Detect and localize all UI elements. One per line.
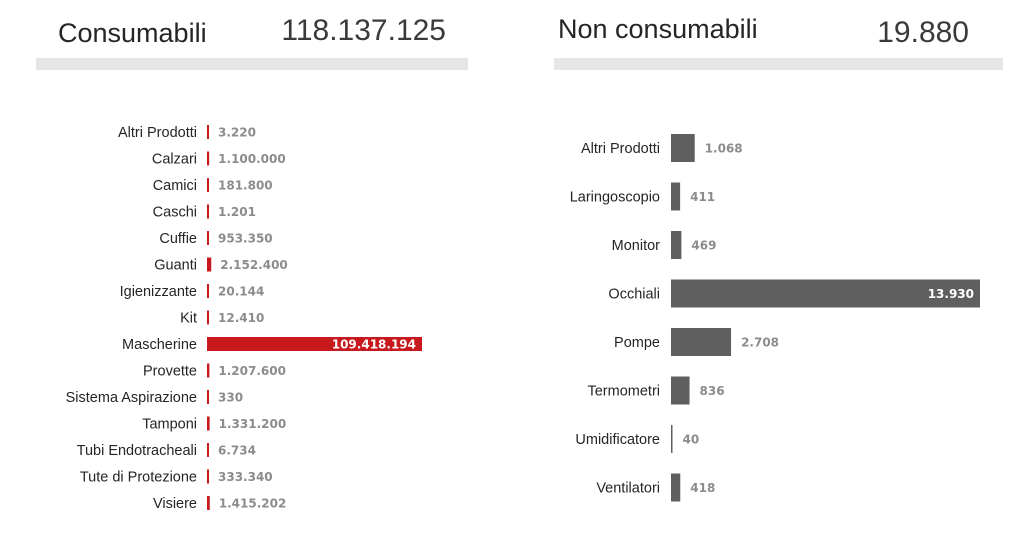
value-label-tamponi: 1.331.200	[219, 417, 287, 431]
non-consumabili-panel: Non consumabili 19.880 Altri Prodotti 1.0…	[554, 0, 1003, 502]
bar-altri-prodotti	[207, 125, 209, 139]
category-label-calzari: Calzari	[152, 152, 197, 168]
non-consumabili-total: 19.880	[877, 16, 969, 49]
bar-occhiali	[671, 279, 980, 308]
category-label-guanti: Guanti	[154, 258, 197, 274]
value-label-laringoscopio: 411	[690, 190, 715, 204]
consumabili-panel: Consumabili 118.137.125 Altri Prodotti 3.…	[36, 0, 468, 512]
category-label-provette: Provette	[143, 364, 197, 380]
category-label-termometri: Termometri	[587, 384, 660, 400]
non-consumabili-header-bar	[554, 58, 1003, 70]
category-label-altri-prodotti: Altri Prodotti	[581, 141, 660, 157]
bar-monitor	[671, 231, 682, 259]
non-consumabili-bar-chart: Altri Prodotti 1.068 Laringoscopio 411 Monit…	[570, 134, 980, 502]
bar-camici	[207, 178, 209, 192]
bar-tute-di-protezione	[207, 469, 209, 484]
value-label-igienizzante: 20.144	[218, 285, 264, 299]
category-label-tamponi: Tamponi	[142, 417, 197, 433]
bar-termometri	[671, 376, 690, 405]
bar-calzari	[207, 151, 210, 166]
bar-ventilatori	[671, 473, 681, 502]
category-label-kit: Kit	[180, 311, 197, 327]
bar-altri-prodotti	[671, 134, 695, 162]
value-label-sistema-aspirazione: 330	[218, 391, 243, 405]
non-consumabili-header: Non consumabili 19.880	[554, 0, 1003, 70]
category-label-mascherine: Mascherine	[122, 337, 197, 353]
value-label-umidificatore: 40	[683, 433, 700, 447]
category-label-igienizzante: Igienizzante	[120, 284, 197, 300]
value-label-mascherine: 109.418.194	[332, 338, 416, 352]
category-label-occhiali: Occhiali	[608, 287, 660, 303]
category-label-tute-di-protezione: Tute di Protezione	[80, 470, 197, 486]
bar-pompe	[671, 328, 732, 356]
bar-provette	[207, 363, 210, 378]
consumabili-total: 118.137.125	[281, 14, 446, 47]
value-label-camici: 181.800	[218, 179, 273, 193]
bar-laringoscopio	[671, 182, 681, 211]
consumabili-bar-chart: Altri Prodotti 3.220 Calzari 1.100.000 Camic…	[66, 125, 422, 512]
bar-guanti	[207, 257, 212, 272]
value-label-kit: 12.410	[218, 311, 264, 325]
value-label-visiere: 1.415.202	[219, 497, 287, 511]
bar-mascherine	[207, 337, 422, 351]
bar-igienizzante	[207, 284, 209, 298]
category-label-umidificatore: Umidificatore	[575, 432, 660, 448]
category-label-ventilatori: Ventilatori	[596, 481, 660, 497]
category-label-caschi: Caschi	[153, 205, 197, 221]
bar-caschi	[207, 204, 209, 219]
value-label-occhiali: 13.930	[928, 287, 974, 301]
value-label-ventilatori: 418	[690, 481, 715, 495]
consumabili-header-bar	[36, 58, 468, 70]
value-label-caschi: 1.201	[218, 205, 256, 219]
category-label-pompe: Pompe	[614, 335, 660, 351]
bar-kit	[207, 310, 209, 325]
category-label-monitor: Monitor	[612, 238, 661, 254]
bar-umidificatore	[671, 425, 673, 453]
value-label-tute-di-protezione: 333.340	[218, 470, 273, 484]
non-consumabili-title: Non consumabili	[558, 14, 758, 44]
category-label-tubi-endotracheali: Tubi Endotracheali	[77, 443, 197, 459]
value-label-provette: 1.207.600	[218, 364, 286, 378]
category-label-cuffie: Cuffie	[159, 231, 197, 247]
bar-tamponi	[207, 416, 210, 431]
value-label-tubi-endotracheali: 6.734	[218, 444, 256, 458]
value-label-monitor: 469	[691, 239, 716, 253]
value-label-guanti: 2.152.400	[220, 258, 288, 272]
category-label-altri-prodotti: Altri Prodotti	[118, 125, 197, 141]
bar-visiere	[207, 496, 210, 510]
category-label-laringoscopio: Laringoscopio	[570, 190, 660, 206]
value-label-termometri: 836	[700, 384, 725, 398]
bar-cuffie	[207, 231, 209, 245]
category-label-camici: Camici	[153, 178, 197, 194]
consumabili-header: Consumabili 118.137.125	[36, 0, 468, 70]
consumabili-title: Consumabili	[58, 18, 207, 48]
bar-tubi-endotracheali	[207, 443, 209, 457]
value-label-cuffie: 953.350	[218, 232, 273, 246]
value-label-altri-prodotti: 3.220	[218, 126, 256, 140]
value-label-altri-prodotti: 1.068	[705, 142, 743, 156]
value-label-pompe: 2.708	[741, 336, 779, 350]
category-label-visiere: Visiere	[153, 496, 197, 512]
bar-sistema-aspirazione	[207, 390, 209, 404]
category-label-sistema-aspirazione: Sistema Aspirazione	[66, 390, 197, 406]
value-label-calzari: 1.100.000	[218, 152, 286, 166]
